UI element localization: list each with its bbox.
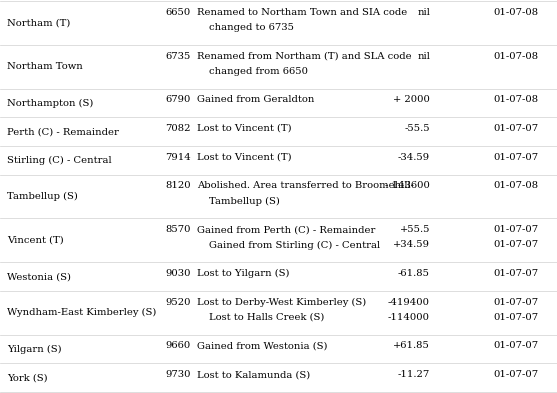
Text: Yilgarn (S): Yilgarn (S) [7,345,62,354]
Text: Lost to Kalamunda (S): Lost to Kalamunda (S) [197,370,310,379]
Text: 01-07-08: 01-07-08 [493,7,538,17]
Text: +34.59: +34.59 [393,241,430,250]
Text: 6790: 6790 [165,95,190,105]
Text: Gained from Stirling (C) - Central: Gained from Stirling (C) - Central [209,241,380,250]
Text: 01-07-08: 01-07-08 [493,181,538,190]
Text: Lost to Yilgarn (S): Lost to Yilgarn (S) [197,269,290,278]
Text: 9660: 9660 [165,342,190,351]
Text: 01-07-07: 01-07-07 [493,298,538,307]
Text: 01-07-07: 01-07-07 [493,152,538,162]
Text: 6735: 6735 [165,51,190,61]
Text: Gained from Westonia (S): Gained from Westonia (S) [197,342,328,351]
Text: Renamed from Northam (T) and SLA code: Renamed from Northam (T) and SLA code [197,51,412,61]
Text: Vincent (T): Vincent (T) [7,236,63,245]
Text: 6650: 6650 [165,7,190,17]
Text: - 143600: - 143600 [385,181,430,190]
Text: 01-07-07: 01-07-07 [493,269,538,278]
Text: Abolished. Area transferred to Broomehill-: Abolished. Area transferred to Broomehil… [197,181,414,190]
Text: nil: nil [417,51,430,61]
Text: Perth (C) - Remainder: Perth (C) - Remainder [7,127,119,136]
Text: -419400: -419400 [388,298,430,307]
Text: Lost to Derby-West Kimberley (S): Lost to Derby-West Kimberley (S) [197,298,367,307]
Text: 01-07-07: 01-07-07 [493,241,538,250]
Text: Renamed to Northam Town and SIA code: Renamed to Northam Town and SIA code [197,7,407,17]
Text: Lost to Vincent (T): Lost to Vincent (T) [197,124,292,133]
Text: Northam (T): Northam (T) [7,18,70,28]
Text: 7914: 7914 [165,152,190,162]
Text: Tambellup (S): Tambellup (S) [7,192,78,201]
Text: 9520: 9520 [165,298,190,307]
Text: changed from 6650: changed from 6650 [209,67,308,76]
Text: -61.85: -61.85 [398,269,430,278]
Text: 9030: 9030 [165,269,190,278]
Text: York (S): York (S) [7,373,48,382]
Text: changed to 6735: changed to 6735 [209,23,294,32]
Text: Tambellup (S): Tambellup (S) [209,196,280,206]
Text: Gained from Geraldton: Gained from Geraldton [197,95,314,105]
Text: Gained from Perth (C) - Remainder: Gained from Perth (C) - Remainder [197,225,375,234]
Text: +55.5: +55.5 [399,225,430,234]
Text: -34.59: -34.59 [398,152,430,162]
Text: 8120: 8120 [165,181,190,190]
Text: 01-07-07: 01-07-07 [493,225,538,234]
Text: -11.27: -11.27 [398,370,430,379]
Text: 01-07-07: 01-07-07 [493,124,538,133]
Text: 7082: 7082 [165,124,190,133]
Text: Lost to Vincent (T): Lost to Vincent (T) [197,152,292,162]
Text: 01-07-08: 01-07-08 [493,51,538,61]
Text: 01-07-07: 01-07-07 [493,370,538,379]
Text: Northampton (S): Northampton (S) [7,99,94,108]
Text: 01-07-07: 01-07-07 [493,342,538,351]
Text: 8570: 8570 [165,225,190,234]
Text: 01-07-08: 01-07-08 [493,95,538,105]
Text: Northam Town: Northam Town [7,62,83,72]
Text: 9730: 9730 [165,370,190,379]
Text: Lost to Halls Creek (S): Lost to Halls Creek (S) [209,313,324,322]
Text: -55.5: -55.5 [404,124,430,133]
Text: Westonia (S): Westonia (S) [7,272,71,281]
Text: +61.85: +61.85 [393,342,430,351]
Text: 01-07-07: 01-07-07 [493,313,538,322]
Text: + 2000: + 2000 [393,95,430,105]
Text: Stirling (C) - Central: Stirling (C) - Central [7,156,111,165]
Text: -114000: -114000 [388,313,430,322]
Text: Wyndham-East Kimberley (S): Wyndham-East Kimberley (S) [7,308,157,318]
Text: nil: nil [417,7,430,17]
